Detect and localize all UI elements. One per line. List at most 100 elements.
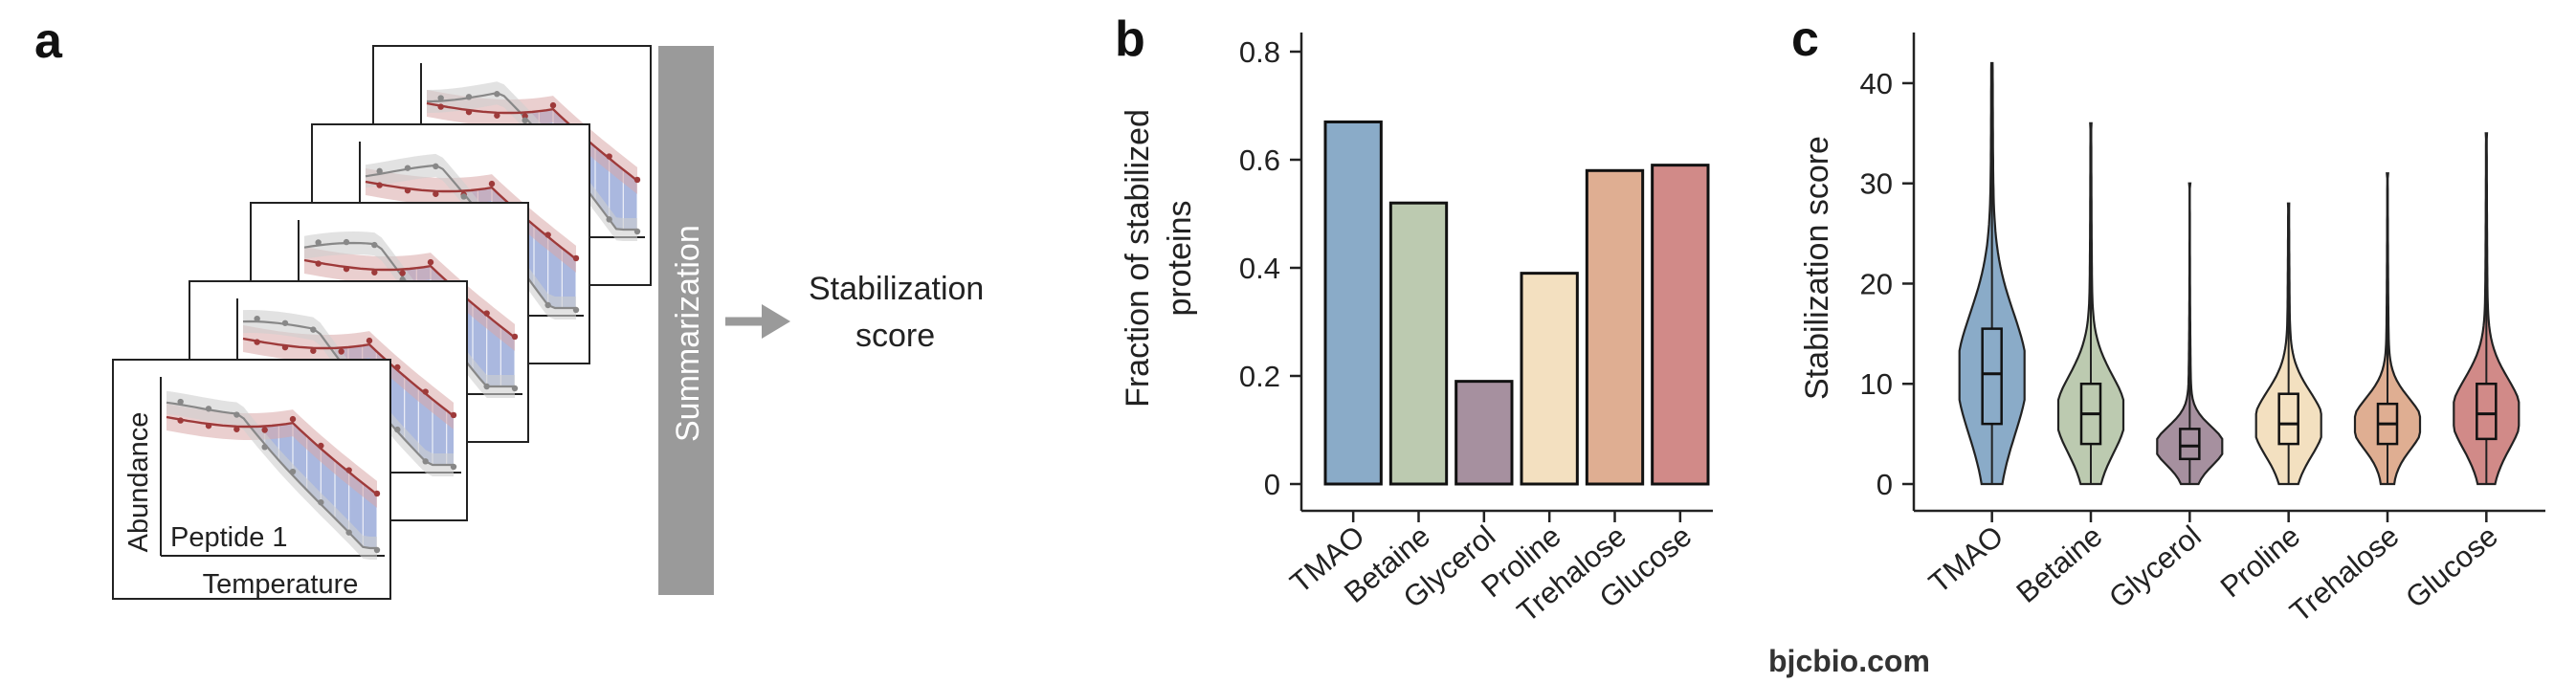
summarization-label: Summarization [670, 225, 706, 442]
card-red-band [304, 247, 515, 351]
card-gray-point [373, 546, 381, 554]
card-gray-point [261, 444, 268, 451]
card-gray-point [205, 406, 212, 412]
card-red-point [633, 176, 641, 184]
card-red-point [572, 254, 580, 262]
card-red-point [450, 411, 457, 419]
card-red-curve [303, 258, 516, 339]
card-red-point [394, 364, 401, 371]
bar-y-tick-label: 0.4 [1239, 252, 1280, 285]
card-gray-point [450, 463, 457, 471]
violin-ylabel: Stabilization score [1799, 136, 1835, 400]
card-red-point [544, 231, 551, 238]
violin-box [2179, 428, 2201, 461]
card-gray-point [511, 385, 519, 392]
card-red-point [373, 490, 381, 497]
card-gray-point [437, 95, 444, 101]
card-red-point [345, 467, 352, 474]
card-gray-point [394, 426, 401, 433]
arrow-icon [725, 304, 790, 339]
violin-x-tick-label: Glycerol [2102, 519, 2208, 615]
violin-x-tick-label: Trehalose [2283, 519, 2405, 629]
panel-label-c: c [1791, 11, 1819, 67]
card-red-point [549, 101, 557, 109]
violin-box [2476, 382, 2498, 441]
card-red-band [366, 168, 576, 273]
card-red-band [427, 90, 637, 194]
bar-trehalose [1585, 168, 1645, 486]
card-red-point [233, 426, 240, 432]
violin-box [1981, 327, 2003, 426]
card-gray-point [376, 167, 383, 175]
card-red-point [399, 270, 406, 276]
card-gray-point [522, 117, 528, 124]
card-red-curve [365, 180, 577, 260]
bar-ylabel-line2: proteins [1162, 201, 1198, 317]
card-x-label: Temperature [203, 569, 359, 600]
bar-y-tick-label: 0.6 [1239, 143, 1280, 177]
bar-proline [1520, 272, 1579, 486]
card-red-point [177, 417, 184, 424]
card-gray-point [233, 411, 240, 418]
card-red-point [205, 422, 212, 430]
card-red-point [338, 348, 344, 355]
card-peptide-label: Peptide 1 [170, 522, 288, 553]
card-gray-point [177, 398, 184, 406]
card-gray-point [371, 241, 378, 249]
card-red-point [261, 427, 268, 433]
card-gray-point [606, 216, 612, 223]
bar-ylabel-line1: Fraction of stabilized [1120, 109, 1156, 408]
card-red-point [254, 339, 260, 345]
card-y-label: Abundance [123, 412, 154, 553]
card-red-point [404, 187, 411, 194]
card-gray-point [289, 468, 297, 475]
card-red-band [167, 404, 377, 508]
card-red-point [437, 103, 444, 110]
bar-glycerol [1455, 380, 1514, 486]
card-red-point [318, 442, 324, 450]
card-gray-point [345, 529, 352, 536]
card-gray-point [281, 319, 289, 326]
card-red-point [289, 415, 297, 423]
panel-label-a: a [34, 13, 63, 69]
card-gray-point [544, 301, 551, 309]
card-red-curve [242, 337, 455, 417]
card-gray-point [483, 383, 490, 390]
card-red-point [376, 182, 383, 188]
bar-betaine [1388, 201, 1449, 486]
bar-y-tick-label: 0.8 [1239, 35, 1280, 69]
violin-box [2277, 392, 2299, 446]
schematic-cards: Temperature Abundance Peptide 1 [112, 45, 652, 600]
card-gray-curve [166, 401, 377, 550]
violin-x-tick-label: TMAO [1922, 519, 2010, 600]
schematic-card: Temperature Abundance Peptide 1 [112, 359, 391, 600]
violin-x-tick-label: Betaine [2010, 519, 2108, 609]
card-red-point [494, 112, 500, 119]
card-red-point [315, 260, 322, 267]
card-gray-point [254, 315, 260, 322]
bar-glucose [1651, 164, 1710, 486]
card-gray-point [318, 498, 324, 506]
card-red-point [422, 388, 429, 395]
card-red-point [433, 190, 439, 197]
card-gray-point [315, 239, 322, 246]
card-gray-band [427, 81, 637, 241]
card-red-point [366, 337, 373, 344]
output-label-line1: Stabilization [809, 271, 984, 307]
card-gray-point [494, 91, 500, 98]
card-red-point [465, 108, 473, 116]
card-red-band [243, 325, 454, 430]
card-red-point [343, 265, 350, 273]
card-red-point [427, 258, 434, 266]
violin-y-tick-label: 40 [1860, 67, 1893, 100]
violin-y-tick-label: 10 [1860, 367, 1893, 401]
card-gray-point [343, 238, 350, 246]
bar-y-tick-label: 0.2 [1239, 360, 1280, 393]
card-red-point [488, 180, 496, 187]
card-gray-point [572, 306, 580, 314]
card-red-point [310, 347, 317, 354]
violin-y-tick-label: 0 [1876, 468, 1893, 501]
violin-y-tick-label: 20 [1860, 267, 1893, 300]
card-red-point [281, 343, 289, 351]
